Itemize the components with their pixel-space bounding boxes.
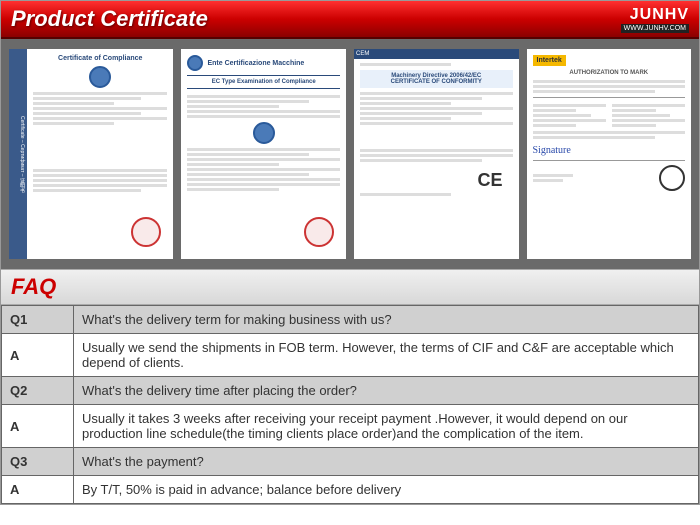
cert-4-brand: Intertek xyxy=(533,55,566,66)
faq-header: FAQ xyxy=(1,269,699,305)
cert-2: Ente Certificazione Macchine EC Type Exa… xyxy=(181,49,346,259)
faq-table: Q1 What's the delivery term for making b… xyxy=(1,305,699,504)
table-row: A Usually we send the shipments in FOB t… xyxy=(2,334,699,377)
cert-badge-icon xyxy=(89,66,111,88)
cert-badge-icon xyxy=(187,55,203,71)
cert-4-auth: AUTHORIZATION TO MARK xyxy=(533,70,686,76)
faq-q-label: Q2 xyxy=(2,377,74,405)
table-row: A By T/T, 50% is paid in advance; balanc… xyxy=(2,476,699,504)
stamp-icon xyxy=(131,217,161,247)
page-title: Product Certificate xyxy=(11,6,208,32)
faq-q-label: Q1 xyxy=(2,306,74,334)
cert-3: CEM Machinery Directive 2006/42/EC CERTI… xyxy=(354,49,519,259)
faq-a-label: A xyxy=(2,405,74,448)
faq-q-label: Q3 xyxy=(2,448,74,476)
table-row: A Usually it takes 3 weeks after receivi… xyxy=(2,405,699,448)
faq-q-text: What's the payment? xyxy=(74,448,699,476)
cert-1-title: Certificate of Compliance xyxy=(33,55,167,62)
logo: JUNHV WWW.JUNHV.COM xyxy=(621,6,689,33)
header-bar: Product Certificate JUNHV WWW.JUNHV.COM xyxy=(1,1,699,39)
cert-1-side: Certificate – Сертификат – 证明书 xyxy=(9,49,27,259)
etl-badge-icon xyxy=(659,165,685,191)
certificates-row: Certificate – Сертификат – 证明书 Certifica… xyxy=(1,39,699,269)
faq-q-text: What's the delivery term for making busi… xyxy=(74,306,699,334)
cert-1: Certificate – Сертификат – 证明书 Certifica… xyxy=(9,49,173,259)
faq-a-text: Usually we send the shipments in FOB ter… xyxy=(74,334,699,377)
faq-q-text: What's the delivery time after placing t… xyxy=(74,377,699,405)
cert-2-title: Ente Certificazione Macchine xyxy=(207,60,304,67)
cert-badge-icon xyxy=(253,122,275,144)
table-row: Q3 What's the payment? xyxy=(2,448,699,476)
faq-a-label: A xyxy=(2,334,74,377)
page-container: Product Certificate JUNHV WWW.JUNHV.COM … xyxy=(0,0,700,505)
faq-a-text: Usually it takes 3 weeks after receiving… xyxy=(74,405,699,448)
faq-a-text: By T/T, 50% is paid in advance; balance … xyxy=(74,476,699,504)
cert-3-sub3: CERTIFICATE OF CONFORMITY xyxy=(363,79,510,85)
faq-a-label: A xyxy=(2,476,74,504)
cert-2-subtitle: EC Type Examination of Compliance xyxy=(187,79,340,85)
signature-icon: Signature xyxy=(533,145,686,156)
logo-text: JUNHV xyxy=(630,6,689,24)
cert-1-body: Certificate of Compliance xyxy=(27,49,173,259)
table-row: Q2 What's the delivery time after placin… xyxy=(2,377,699,405)
table-row: Q1 What's the delivery term for making b… xyxy=(2,306,699,334)
faq-title: FAQ xyxy=(11,274,689,300)
stamp-icon xyxy=(304,217,334,247)
ce-mark-icon: CE xyxy=(360,170,513,191)
logo-url: WWW.JUNHV.COM xyxy=(621,24,689,33)
cert-4: Intertek AUTHORIZATION TO MARK Signature xyxy=(527,49,692,259)
cert-3-header: CEM xyxy=(354,49,519,59)
